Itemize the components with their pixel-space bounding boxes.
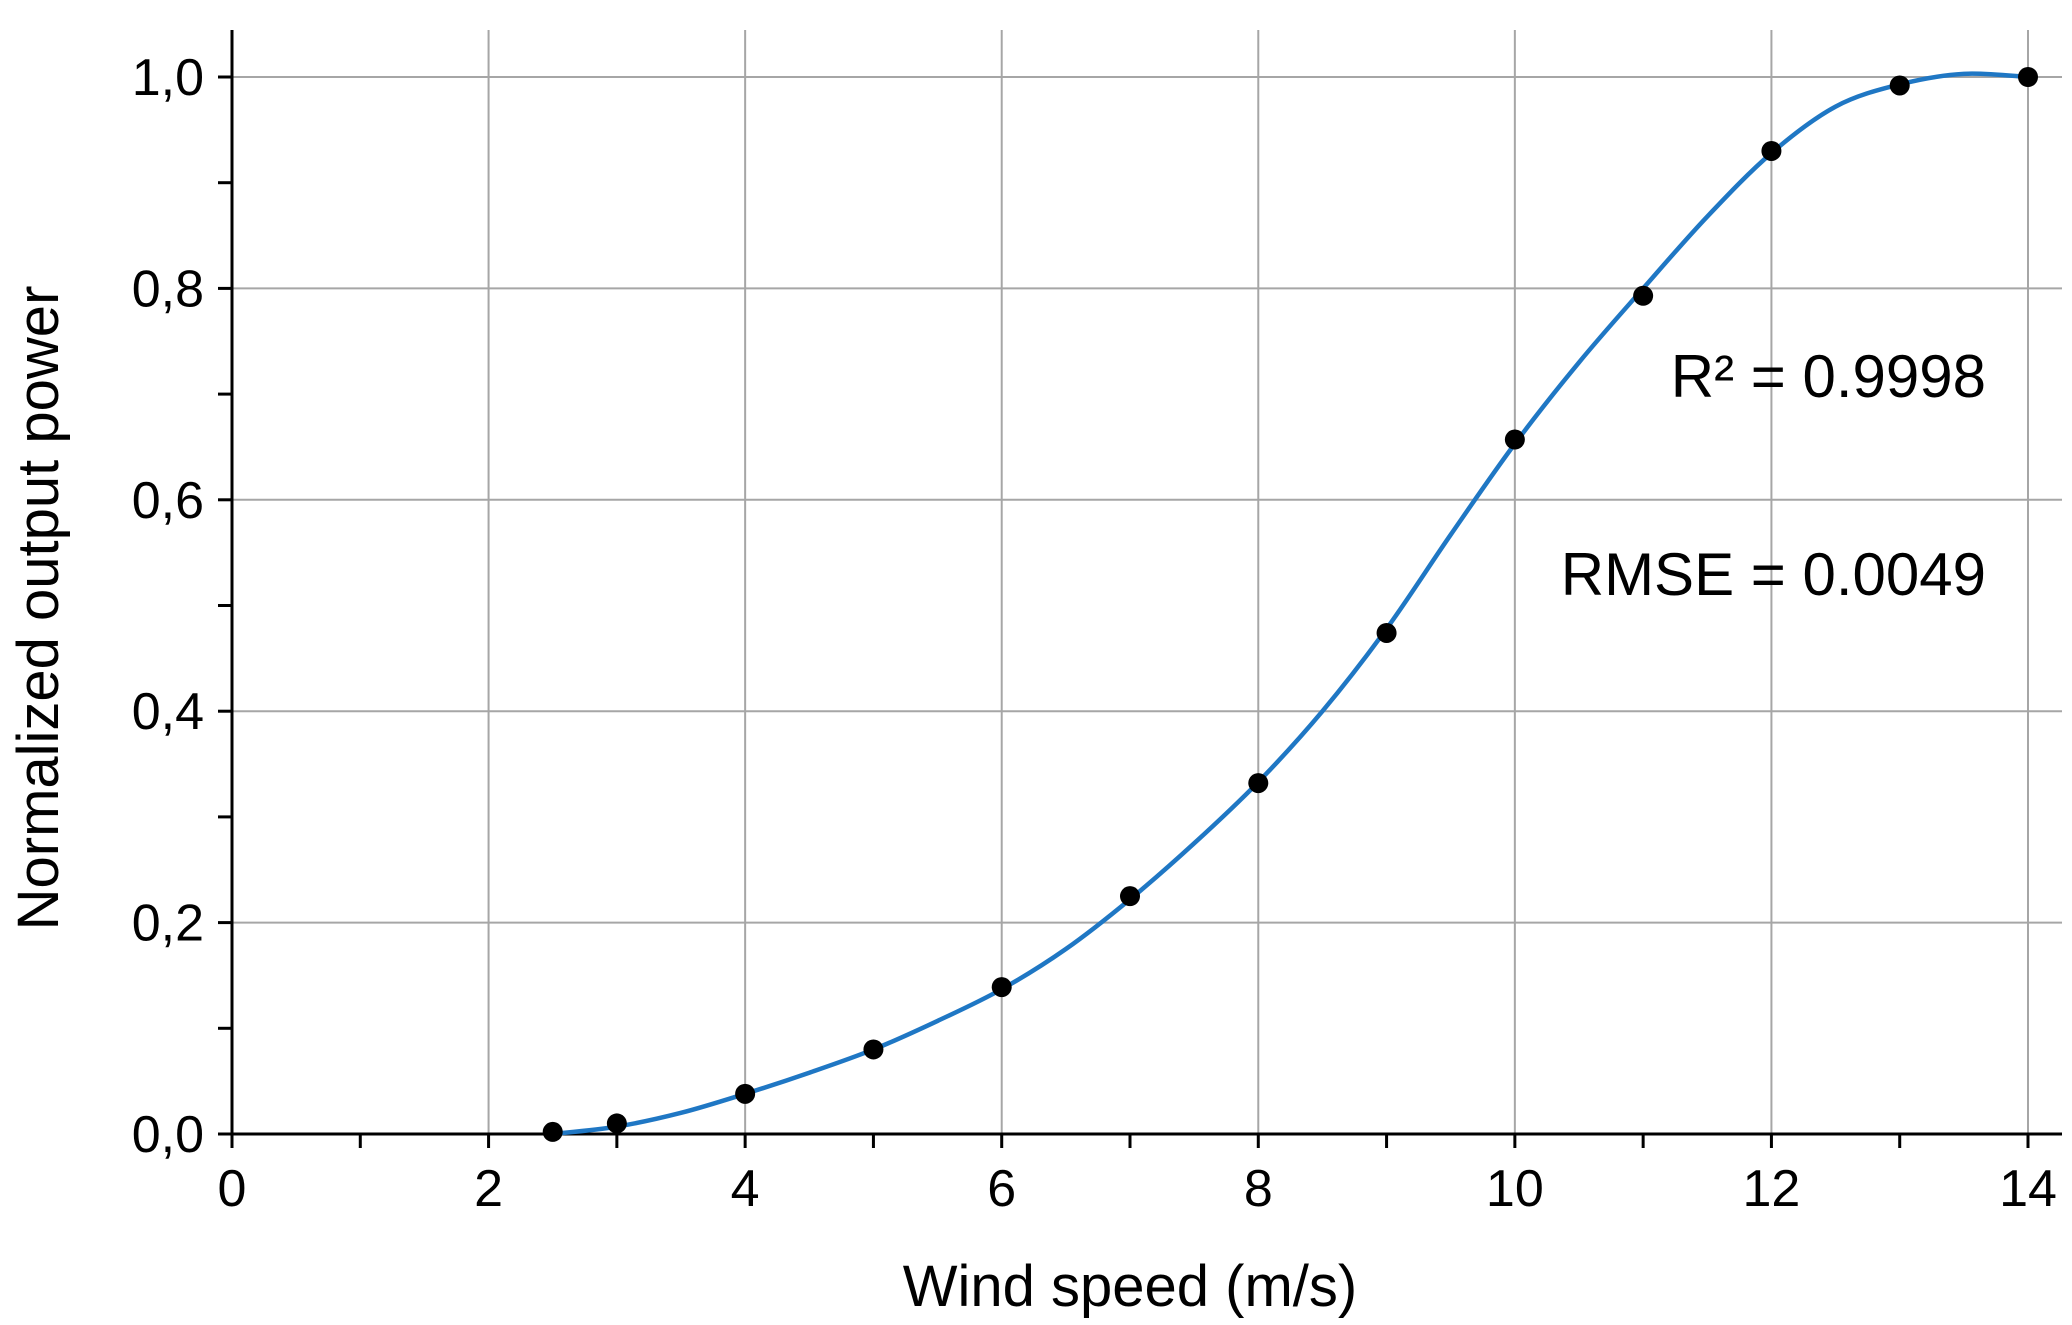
x-tick-label: 6 — [987, 1160, 1016, 1218]
data-point — [1761, 140, 1782, 161]
plot-area — [542, 67, 2038, 1142]
axes — [230, 30, 2062, 1136]
y-tick-label: 0,2 — [132, 895, 204, 953]
x-tick-label: 12 — [1743, 1160, 1801, 1218]
data-point — [1248, 773, 1269, 794]
data-point — [863, 1039, 884, 1060]
data-point — [991, 977, 1012, 998]
x-tick-label: 0 — [218, 1160, 247, 1218]
x-tick-label: 4 — [731, 1160, 760, 1218]
grid-lines — [232, 30, 2062, 1134]
data-point — [542, 1121, 563, 1142]
data-point — [606, 1113, 627, 1134]
data-point — [735, 1083, 756, 1104]
rmse-annotation: RMSE = 0.0049 — [1561, 541, 1986, 608]
x-axis-title: Wind speed (m/s) — [903, 1254, 1357, 1319]
data-point — [1889, 75, 1910, 96]
x-tick-label: 14 — [1999, 1160, 2057, 1218]
y-tick-label: 1,0 — [132, 49, 204, 107]
data-point — [1120, 886, 1140, 907]
y-axis-title: Normalized output power — [6, 286, 71, 931]
r-squared-annotation: R² = 0.9998 — [1671, 343, 1986, 410]
y-tick-label: 0,4 — [132, 683, 204, 741]
y-tick-label: 0,0 — [132, 1106, 204, 1164]
data-point — [1376, 622, 1397, 643]
data-point — [1504, 429, 1525, 450]
x-tick-label: 10 — [1486, 1160, 1544, 1218]
x-tick-label: 8 — [1244, 1160, 1273, 1218]
data-point — [2018, 67, 2038, 87]
data-point — [1633, 285, 1654, 306]
y-tick-label: 0,6 — [132, 472, 204, 530]
x-ticks: 0 2 4 6 8 10 12 14 — [218, 1134, 2057, 1218]
y-tick-label: 0,8 — [132, 260, 204, 318]
y-ticks: 0,0 0,2 0,4 0,6 0,8 1,0 — [132, 49, 232, 1164]
x-tick-label: 2 — [474, 1160, 503, 1218]
